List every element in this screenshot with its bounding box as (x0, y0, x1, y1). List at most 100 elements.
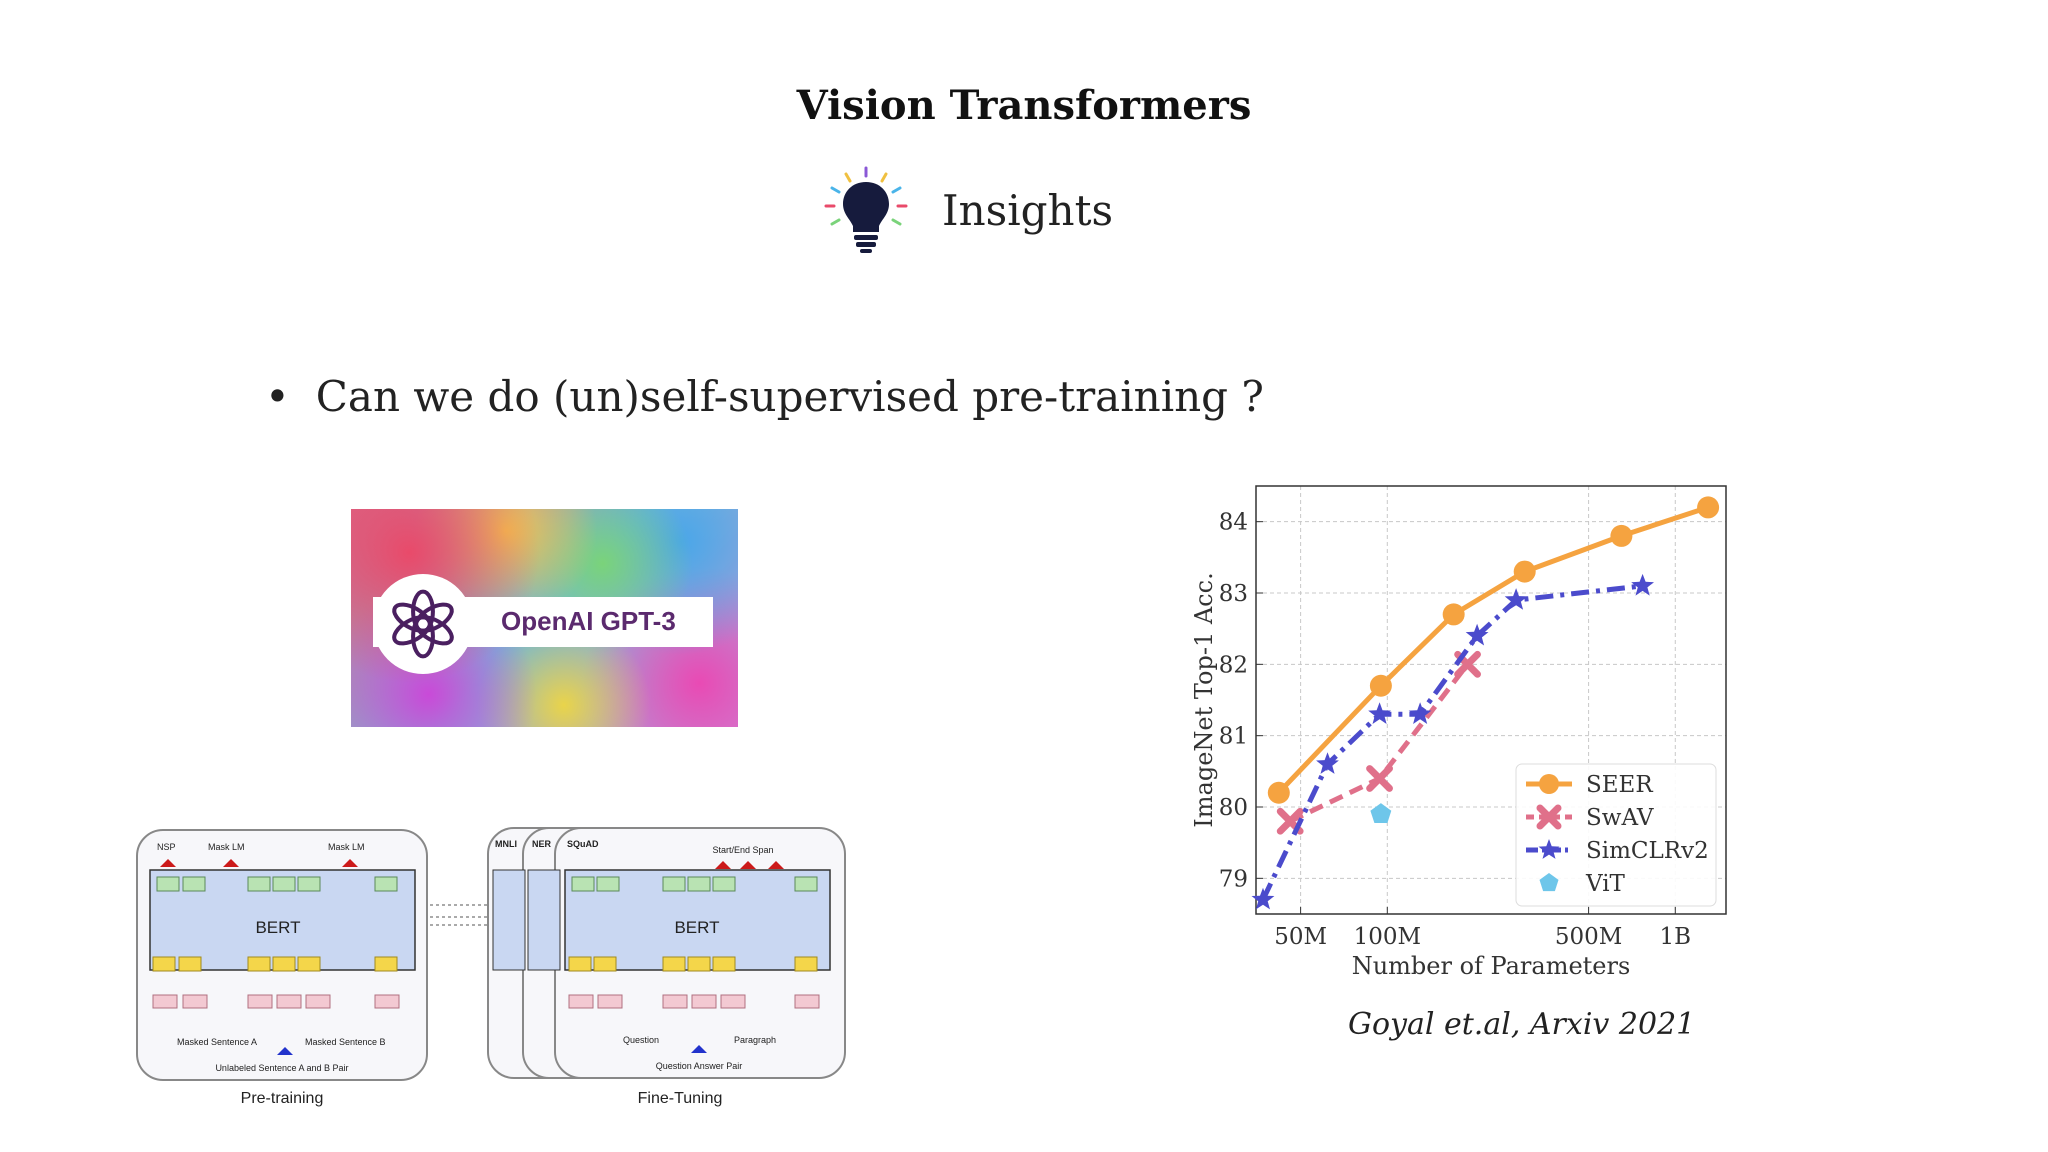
simclrv2-legend-label: SimCLRv2 (1586, 838, 1709, 864)
x-tick-label: 50M (1274, 924, 1327, 950)
simclrv2-point (1316, 752, 1339, 774)
gpt3-image: OpenAI GPT-3 (351, 509, 738, 727)
legend-box (1515, 763, 1717, 907)
y-tick-label: 84 (1219, 510, 1248, 536)
input-token-box (720, 994, 746, 1009)
pretrain-caption: Pre-training (241, 1090, 324, 1107)
gpt3-label: OpenAI GPT-3 (501, 606, 676, 636)
y-tick-label: 82 (1219, 652, 1248, 678)
embedding-box (297, 956, 321, 972)
embedding-box (247, 956, 271, 972)
seer-point (1369, 674, 1392, 697)
seer-series-line (1276, 505, 1709, 795)
bullet-symbol: • (265, 372, 290, 421)
input-token-box (305, 994, 331, 1009)
y-tick-label: 80 (1219, 795, 1248, 821)
pretrain-sent-a: Masked Sentence A (177, 1037, 257, 1047)
finetune-side-box (527, 869, 561, 971)
token-box (182, 876, 206, 892)
simclrv2-point (1504, 588, 1528, 610)
embedding-box (794, 956, 818, 972)
input-token-box (691, 994, 717, 1009)
token-box (662, 876, 686, 892)
pretrain-mask2-label: Mask LM (328, 842, 365, 852)
finetune-side-box (492, 869, 526, 971)
vit-legend-marker (1539, 873, 1559, 892)
y-axis-label: ImageNet Top-1 Acc. (1190, 572, 1218, 827)
output-arrow-icon (715, 861, 731, 869)
pretrain-mask1-label: Mask LM (208, 842, 245, 852)
input-token-box (597, 994, 623, 1009)
input-token-box (152, 994, 178, 1009)
swav-legend-marker (1536, 804, 1562, 830)
embedding-box (374, 956, 398, 972)
swav-legend-label: SwAV (1586, 805, 1654, 831)
output-arrow-icon (740, 861, 756, 869)
slide-title: Vision Transformers (796, 82, 1252, 129)
embedding-box (568, 956, 592, 972)
simclrv2-point (1251, 887, 1275, 910)
token-box (596, 876, 620, 892)
x-tick-label: 500M (1555, 924, 1622, 950)
swav-point (1366, 765, 1393, 792)
token-box (374, 876, 398, 892)
finetune-caption: Fine-Tuning (638, 1090, 723, 1107)
y-tick-label: 83 (1219, 581, 1248, 607)
y-tick-label: 79 (1219, 866, 1248, 892)
seer-point (1610, 524, 1633, 547)
citation: Goyal et.al, Arxiv 2021 (1348, 1007, 1696, 1042)
finetune-model-label: BERT (674, 918, 719, 937)
pretrain-nsp-label: NSP (157, 842, 176, 852)
seer-point (1267, 781, 1290, 804)
seer-point (1442, 603, 1465, 626)
output-arrow-icon (768, 861, 784, 869)
finetune-span-label: Start/End Span (712, 845, 773, 855)
token-box (297, 876, 321, 892)
lightbulb-icon (824, 166, 908, 253)
embedding-box (152, 956, 176, 972)
plot-frame (1255, 485, 1727, 915)
pretrain-sent-b: Masked Sentence B (305, 1037, 386, 1047)
y-tick-label: 81 (1219, 724, 1248, 750)
simclrv2-point (1465, 623, 1489, 646)
token-box (571, 876, 595, 892)
seer-point (1697, 496, 1720, 519)
input-token-box (794, 994, 820, 1009)
input-token-box (662, 994, 688, 1009)
finetune-task-mnli: MNLI (495, 839, 517, 849)
embedding-box (178, 956, 202, 972)
finetune-task-ner: NER (532, 839, 552, 849)
simclrv2-legend-marker (1538, 839, 1560, 859)
embedding-box (687, 956, 711, 972)
token-box (794, 876, 818, 892)
seer-legend-label: SEER (1586, 772, 1653, 798)
output-arrow-icon (223, 859, 239, 867)
input-arrow-icon (691, 1045, 707, 1053)
x-tick-label: 1B (1660, 924, 1692, 950)
token-box (247, 876, 271, 892)
input-token-box (374, 994, 400, 1009)
token-box (687, 876, 711, 892)
input-token-box (247, 994, 273, 1009)
output-arrow-icon (160, 859, 176, 867)
input-token-box (182, 994, 208, 1009)
x-tick-label: 100M (1354, 924, 1421, 950)
pretrain-pair-label: Unlabeled Sentence A and B Pair (215, 1063, 348, 1073)
token-box (156, 876, 180, 892)
embedding-box (593, 956, 617, 972)
seer-legend-marker (1539, 774, 1559, 794)
finetune-pair-label: Question Answer Pair (656, 1061, 743, 1071)
simclrv2-point (1631, 573, 1654, 596)
simclrv2-point (1368, 702, 1391, 724)
x-axis-label: Number of Parameters (1352, 952, 1631, 980)
output-arrow-icon (342, 859, 358, 867)
embedding-box (712, 956, 736, 972)
token-box (712, 876, 736, 892)
input-token-box (568, 994, 594, 1009)
pretrain-model-label: BERT (255, 918, 300, 937)
bullet-point: • Can we do (un)self-supervised pre-train… (265, 372, 1264, 421)
seer-point (1513, 560, 1536, 583)
subtitle-row: Insights (820, 160, 1113, 260)
embedding-box (272, 956, 296, 972)
embedding-box (662, 956, 686, 972)
